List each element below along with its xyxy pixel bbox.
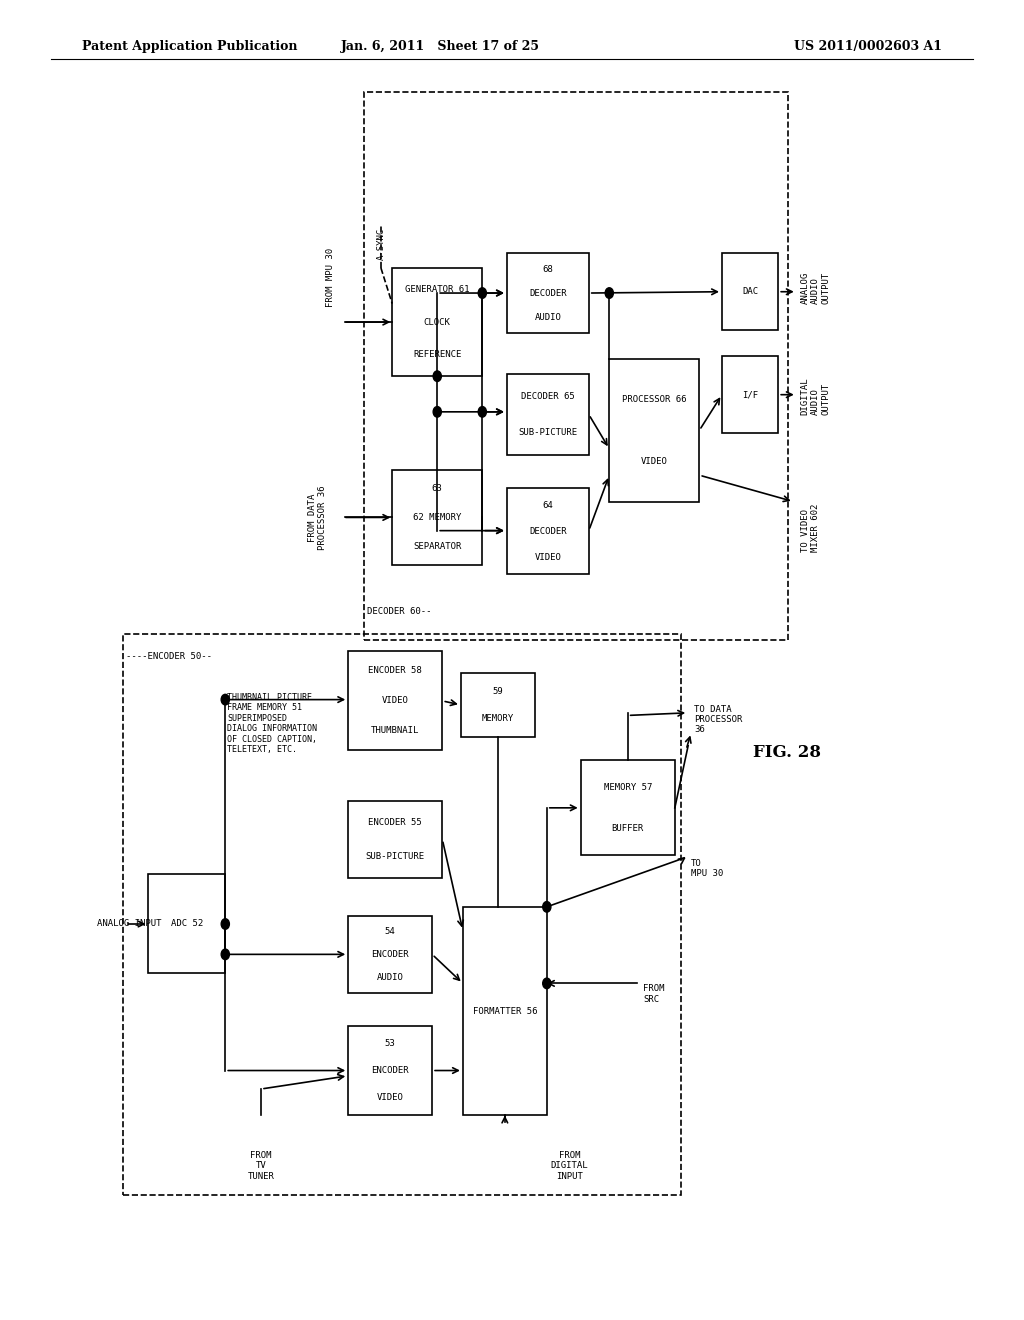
Text: THUMBNAIL: THUMBNAIL [371, 726, 420, 735]
Text: AUDIO: AUDIO [377, 973, 403, 982]
Circle shape [605, 288, 613, 298]
Circle shape [221, 694, 229, 705]
Text: THUMBNAIL PICTURE
FRAME MEMORY 51
SUPERIMPOSED
DIALOG INFORMATION
OF CLOSED CAPT: THUMBNAIL PICTURE FRAME MEMORY 51 SUPERI… [227, 693, 317, 754]
Text: DAC: DAC [742, 288, 758, 296]
Bar [722, 253, 778, 330]
Text: 68: 68 [543, 264, 553, 273]
Text: TO
MPU 30: TO MPU 30 [691, 859, 723, 878]
Bar [609, 359, 699, 502]
Text: AUDIO: AUDIO [535, 313, 561, 322]
Bar [148, 874, 225, 973]
Circle shape [221, 919, 229, 929]
Text: DIGITAL
AUDIO
OUTPUT: DIGITAL AUDIO OUTPUT [801, 378, 830, 414]
Bar [348, 801, 442, 878]
Text: DECODER 65: DECODER 65 [521, 392, 574, 401]
Text: 54: 54 [385, 927, 395, 936]
Text: ANALOG
AUDIO
OUTPUT: ANALOG AUDIO OUTPUT [801, 272, 830, 304]
Text: VIDEO: VIDEO [377, 1093, 403, 1102]
Circle shape [478, 407, 486, 417]
Bar [392, 268, 482, 376]
Bar [348, 916, 432, 993]
Circle shape [543, 902, 551, 912]
Text: MEMORY 57: MEMORY 57 [603, 783, 652, 792]
Text: ENCODER 58: ENCODER 58 [369, 665, 422, 675]
Text: REFERENCE: REFERENCE [413, 350, 462, 359]
Text: 63: 63 [432, 484, 442, 494]
Text: ENCODER: ENCODER [372, 950, 409, 958]
Bar [364, 92, 788, 640]
Text: US 2011/0002603 A1: US 2011/0002603 A1 [794, 40, 942, 53]
Text: ENCODER: ENCODER [372, 1067, 409, 1074]
Text: ADC 52: ADC 52 [171, 919, 203, 928]
Text: TO DATA
PROCESSOR
36: TO DATA PROCESSOR 36 [694, 705, 742, 734]
Bar [123, 634, 681, 1195]
Text: Patent Application Publication: Patent Application Publication [82, 40, 297, 53]
Text: FROM
DIGITAL
INPUT: FROM DIGITAL INPUT [551, 1151, 588, 1181]
Text: 59: 59 [493, 686, 503, 696]
Text: Jan. 6, 2011   Sheet 17 of 25: Jan. 6, 2011 Sheet 17 of 25 [341, 40, 540, 53]
Text: SUB-PICTURE: SUB-PICTURE [366, 851, 425, 861]
Text: I/F: I/F [742, 391, 758, 399]
Text: BUFFER: BUFFER [611, 824, 644, 833]
Text: SUB-PICTURE: SUB-PICTURE [518, 428, 578, 437]
Bar [581, 760, 675, 855]
Text: ANALOG INPUT: ANALOG INPUT [97, 920, 162, 928]
Text: PROCESSOR 66: PROCESSOR 66 [623, 395, 686, 404]
Bar [348, 1026, 432, 1115]
Text: VIDEO: VIDEO [641, 457, 668, 466]
Text: 53: 53 [385, 1039, 395, 1048]
Text: ----ENCODER 50--: ----ENCODER 50-- [126, 652, 212, 660]
Text: ENCODER 55: ENCODER 55 [369, 818, 422, 828]
Bar [463, 907, 547, 1115]
Text: FORMATTER 56: FORMATTER 56 [473, 1007, 537, 1015]
Text: DECODER: DECODER [529, 527, 566, 536]
Text: SEPARATOR: SEPARATOR [413, 541, 462, 550]
Bar [722, 356, 778, 433]
Text: FROM
SRC: FROM SRC [643, 985, 665, 1003]
Text: FROM
TV
TUNER: FROM TV TUNER [248, 1151, 274, 1181]
Text: 62 MEMORY: 62 MEMORY [413, 513, 462, 521]
Text: FROM DATA
PROCESSOR 36: FROM DATA PROCESSOR 36 [308, 486, 327, 549]
Text: DECODER 60--: DECODER 60-- [367, 607, 431, 615]
Bar [507, 488, 589, 574]
Circle shape [543, 978, 551, 989]
Text: CLOCK: CLOCK [424, 318, 451, 326]
Circle shape [478, 288, 486, 298]
Bar [392, 470, 482, 565]
Text: VIDEO: VIDEO [382, 696, 409, 705]
Text: GENERATOR 61: GENERATOR 61 [406, 285, 469, 294]
Circle shape [433, 371, 441, 381]
Text: 64: 64 [543, 500, 553, 510]
Text: MEMORY: MEMORY [481, 714, 514, 723]
Bar [507, 374, 589, 455]
Text: FROM MPU 30: FROM MPU 30 [327, 248, 335, 306]
Bar [348, 651, 442, 750]
Text: VIDEO: VIDEO [535, 553, 561, 562]
Bar [461, 673, 535, 737]
Circle shape [433, 407, 441, 417]
Text: DECODER: DECODER [529, 289, 566, 297]
Bar [507, 253, 589, 333]
Text: TO VIDEO
MIXER 602: TO VIDEO MIXER 602 [801, 504, 820, 552]
Text: FIG. 28: FIG. 28 [753, 744, 820, 760]
Text: A-SYNC: A-SYNC [377, 228, 385, 260]
Circle shape [221, 949, 229, 960]
